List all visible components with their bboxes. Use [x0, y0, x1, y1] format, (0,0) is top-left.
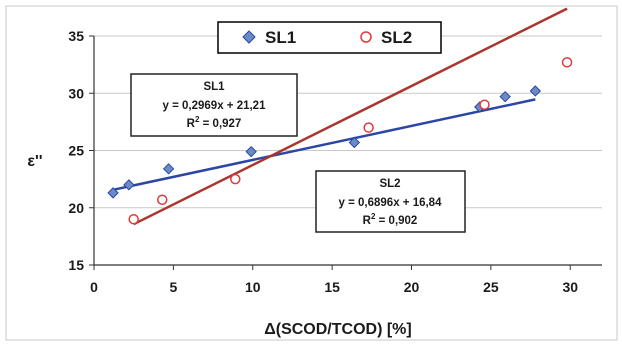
- x-axis-label: Δ(SCOD/TCOD) [%]: [264, 321, 411, 338]
- x-tick-label: 25: [483, 279, 499, 295]
- y-tick-label: 35: [68, 28, 84, 44]
- point-sl1: [162, 163, 175, 175]
- equation-box-sl1: SL1 y = 0,2969x + 21,21 R2 = 0,927: [130, 73, 298, 137]
- y-tick-label: 15: [68, 257, 84, 273]
- chart-frame: [5, 5, 618, 341]
- trendline-sl1: [112, 98, 536, 192]
- y-tick-label: 20: [68, 200, 84, 216]
- point-sl1: [348, 136, 361, 149]
- equation-sl2-r2-exponent: 2: [371, 212, 376, 221]
- equation-box-sl2: SL2 y = 0,6896x + 16,84 R2 = 0,902: [315, 170, 466, 233]
- point-sl2: [479, 99, 490, 110]
- point-sl1: [499, 90, 511, 103]
- trendlines: [112, 7, 568, 226]
- x-tick-label: 15: [324, 279, 340, 295]
- point-sl1: [123, 179, 135, 191]
- x-tick-label: 0: [90, 279, 98, 295]
- point-sl2: [128, 213, 139, 225]
- equation-sl2-title: SL2: [379, 178, 400, 190]
- legend-marker-sl2: [360, 31, 372, 43]
- tick-labels: 15 20 25 30 35 0 5 10 15 20 25 30: [68, 28, 578, 295]
- y-axis-label: ε'': [27, 153, 42, 170]
- legend-marker-sl1: [242, 30, 256, 44]
- legend: SL1 SL2: [217, 21, 442, 54]
- x-tick-label: 10: [245, 279, 261, 295]
- x-tick-label: 5: [169, 279, 177, 295]
- point-sl1: [529, 85, 542, 97]
- x-tick-label: 30: [562, 279, 578, 295]
- equation-sl2-r2: R2 = 0,902: [363, 212, 418, 227]
- data-points: [107, 57, 573, 225]
- axes: [89, 35, 602, 270]
- x-tick-label: 20: [404, 279, 420, 295]
- point-sl2: [157, 194, 168, 205]
- point-sl2: [561, 57, 573, 68]
- point-sl2: [230, 173, 241, 185]
- equation-box-sl2-frame: [315, 170, 466, 233]
- equation-sl1-r2-label: R: [187, 118, 196, 130]
- equation-sl1-formula: y = 0,2969x + 21,21: [163, 100, 267, 112]
- equation-box-sl1-frame: [130, 73, 298, 137]
- equation-sl2-formula: y = 0,6896x + 16,84: [339, 197, 443, 209]
- equation-sl1-r2-exponent: 2: [195, 115, 200, 124]
- point-sl2: [363, 122, 374, 133]
- trendline-sl2: [133, 7, 568, 226]
- point-sl1: [245, 145, 257, 158]
- equation-sl2-r2-label: R: [363, 215, 372, 227]
- y-tick-label: 25: [68, 143, 84, 159]
- equation-sl1-r2-value: = 0,927: [199, 118, 241, 130]
- point-sl1: [107, 187, 119, 199]
- legend-label-sl2: SL2: [381, 28, 412, 47]
- legend-label-sl1: SL1: [265, 28, 296, 47]
- equation-sl1-title: SL1: [203, 81, 225, 93]
- y-tick-label: 30: [68, 85, 84, 101]
- equation-sl1-r2: R2 = 0,927: [187, 115, 242, 130]
- equation-sl2-r2-value: = 0,902: [375, 215, 417, 227]
